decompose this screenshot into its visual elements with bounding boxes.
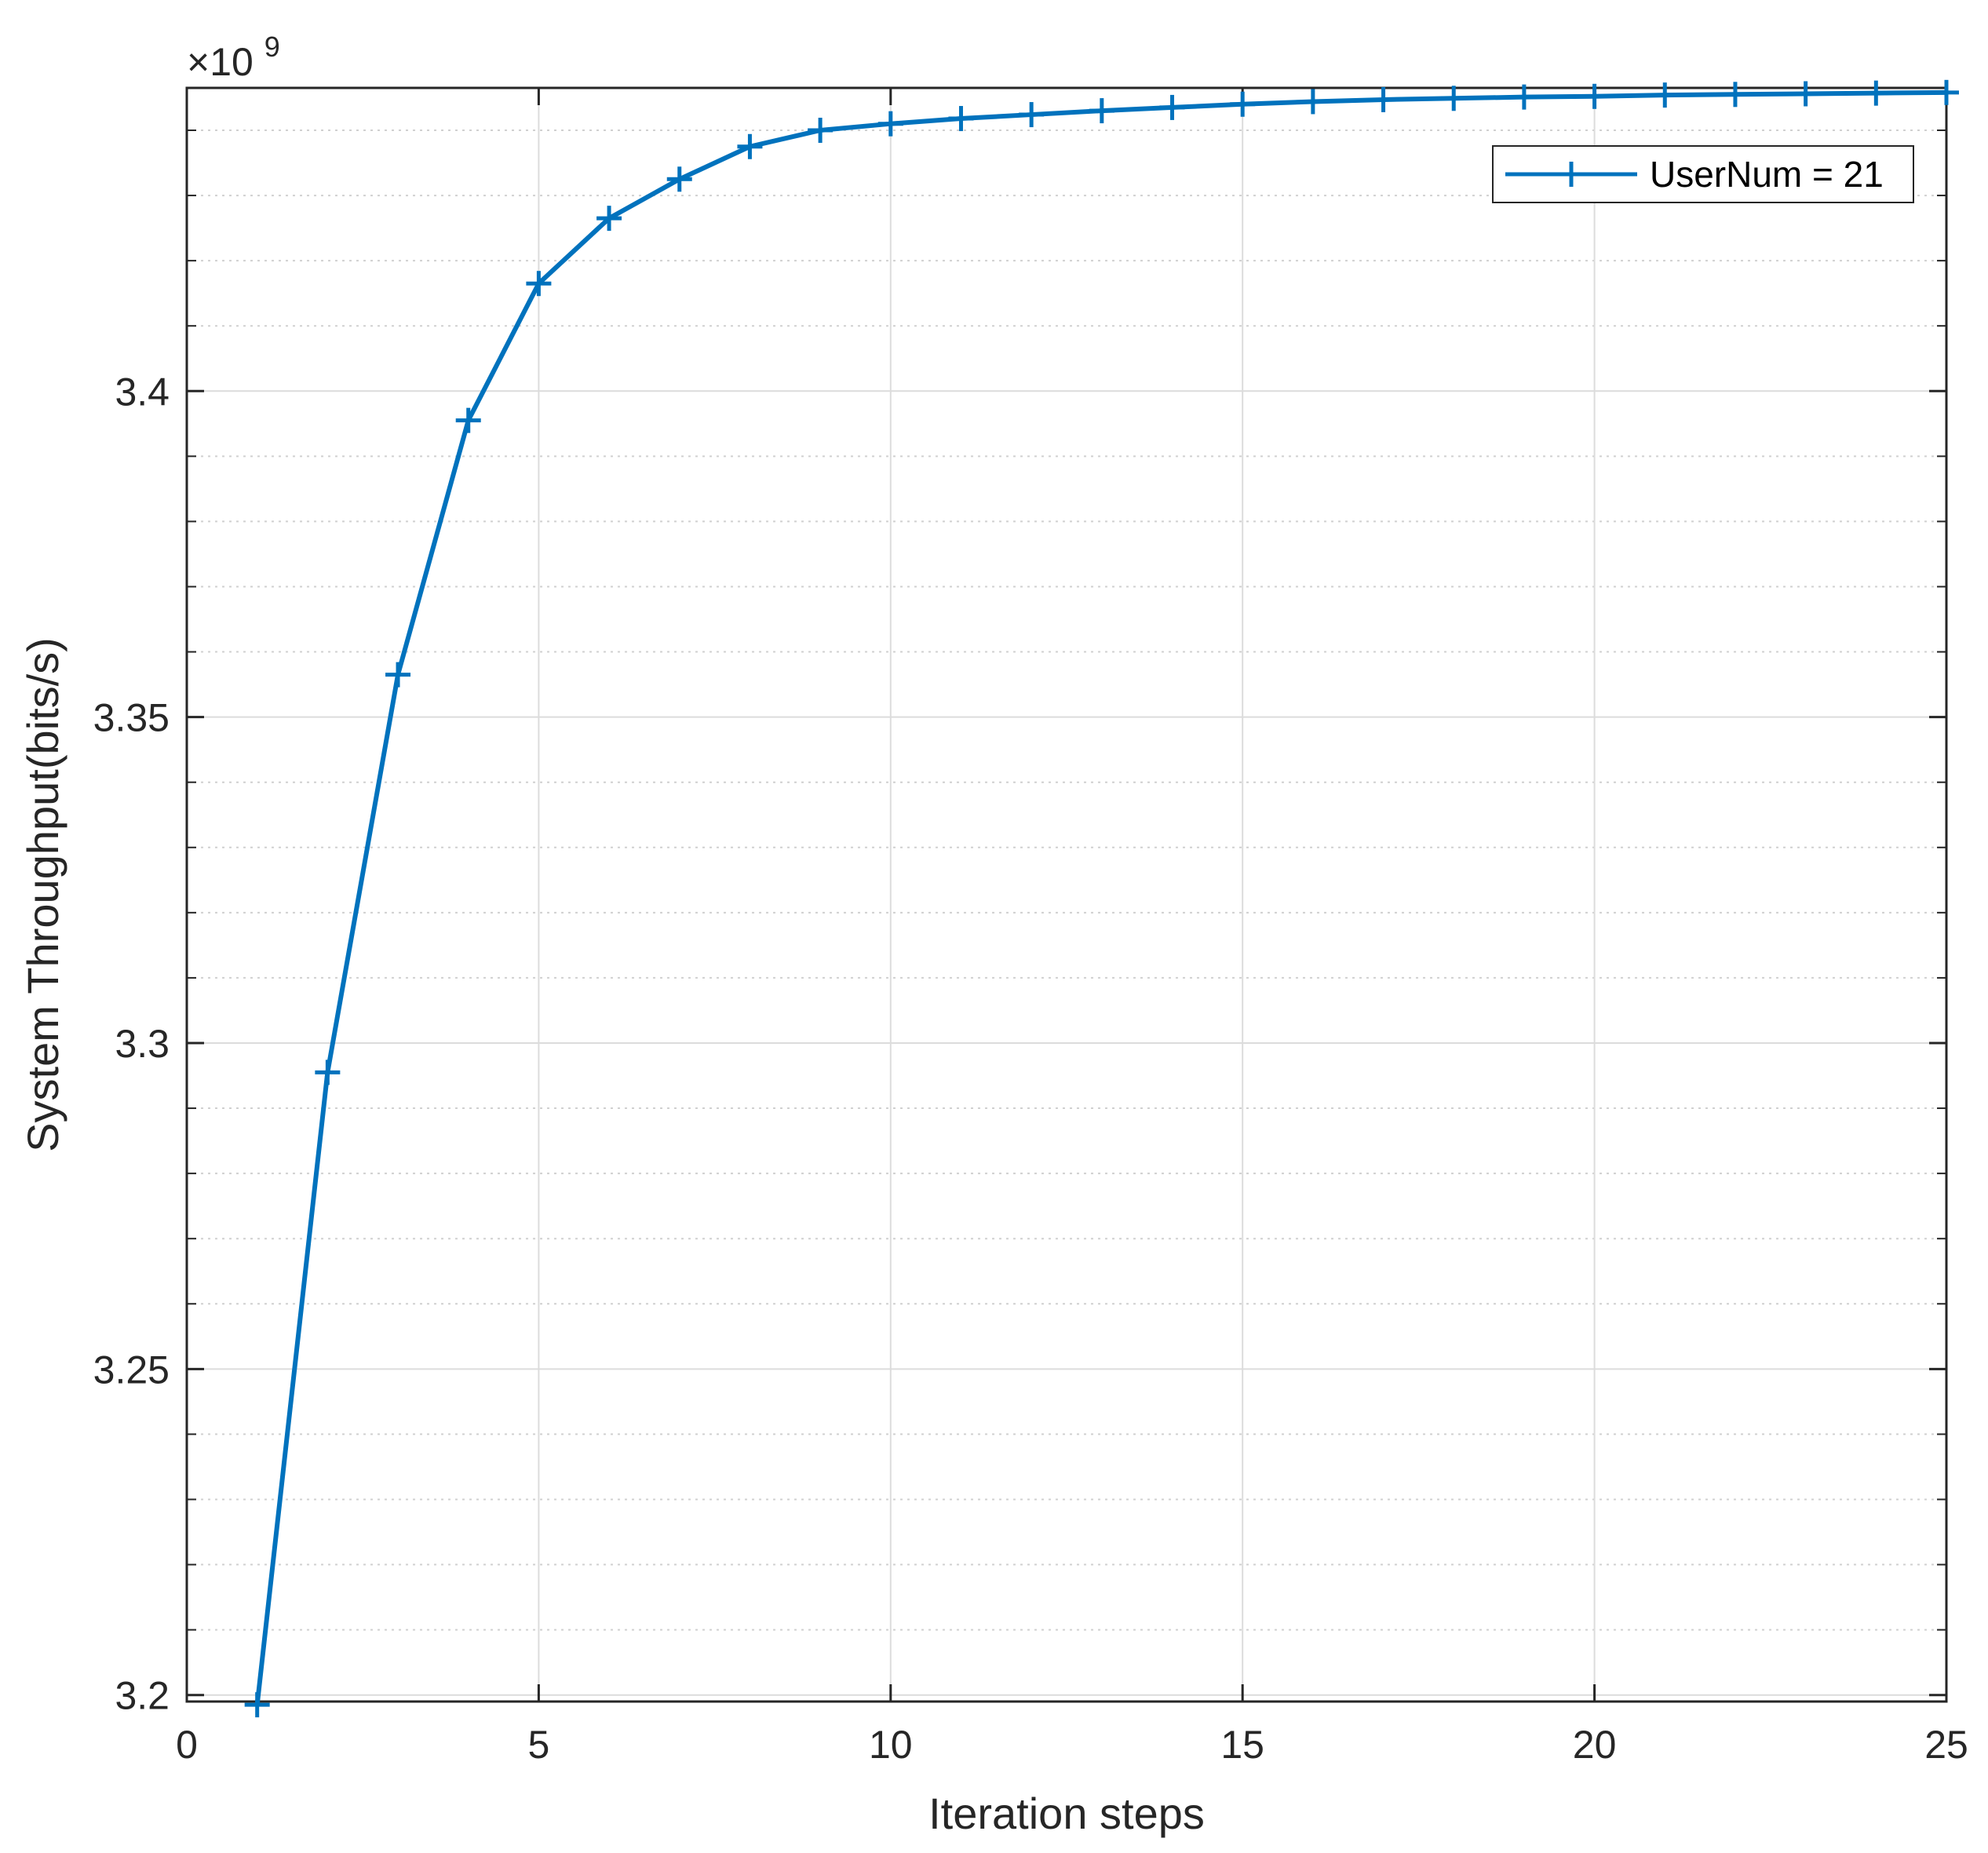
data-point [666, 166, 692, 192]
data-point [737, 133, 763, 159]
plot-area-frame [185, 86, 1948, 1703]
data-point [1441, 86, 1467, 111]
x-tick-label: 10 [869, 1723, 913, 1767]
data-point [1370, 86, 1396, 112]
x-axis-title: Iteration steps [928, 1789, 1205, 1838]
y-tick-label: 3.25 [93, 1348, 170, 1392]
data-point [948, 106, 974, 132]
x-tick-label: 25 [1924, 1723, 1968, 1767]
data-point [1511, 84, 1537, 110]
y-tick-label: 3.3 [115, 1022, 170, 1066]
y-axis-exponent-base: ×10 [187, 40, 254, 84]
x-tick-label: 5 [527, 1723, 549, 1767]
y-tick-label: 3.35 [93, 696, 170, 740]
data-point [1581, 83, 1607, 109]
data-point [1300, 89, 1326, 115]
series-layer [244, 79, 1959, 1718]
data-point [1652, 82, 1678, 108]
legend-marker [1559, 162, 1584, 187]
data-point [1019, 102, 1045, 128]
y-axis-exponent: ×10 9 [187, 31, 280, 84]
y-axis-title: System Throughput(bits/s) [18, 637, 67, 1152]
data-point [1793, 81, 1818, 107]
x-tick-label: 20 [1573, 1723, 1617, 1767]
data-point [244, 1692, 270, 1718]
x-tick-label: 0 [176, 1723, 198, 1767]
data-point [315, 1060, 341, 1085]
data-point [1722, 82, 1748, 108]
data-point [808, 117, 834, 143]
y-tick-label: 3.4 [115, 370, 170, 414]
data-point [1089, 98, 1114, 124]
data-point [1230, 91, 1256, 117]
x-tick-label: 15 [1220, 1723, 1264, 1767]
data-point [596, 206, 622, 232]
axis-ticks: 3.2 3.25 3.3 3.35 3.4 0 5 10 15 20 25 [93, 88, 1968, 1767]
grid [186, 88, 1947, 1702]
legend: UserNum = 21 [1492, 145, 1914, 203]
data-point [1159, 94, 1185, 120]
data-point [455, 407, 481, 433]
data-point [385, 662, 411, 688]
data-point [877, 111, 903, 137]
data-point [1863, 80, 1889, 106]
data-point [526, 271, 552, 297]
data-point [1934, 79, 1959, 105]
y-tick-label: 3.2 [115, 1674, 170, 1718]
y-axis-exponent-power: 9 [264, 31, 280, 63]
series-line [254, 89, 1947, 1705]
legend-entry-usernum-21: UserNum = 21 [1650, 154, 1884, 195]
